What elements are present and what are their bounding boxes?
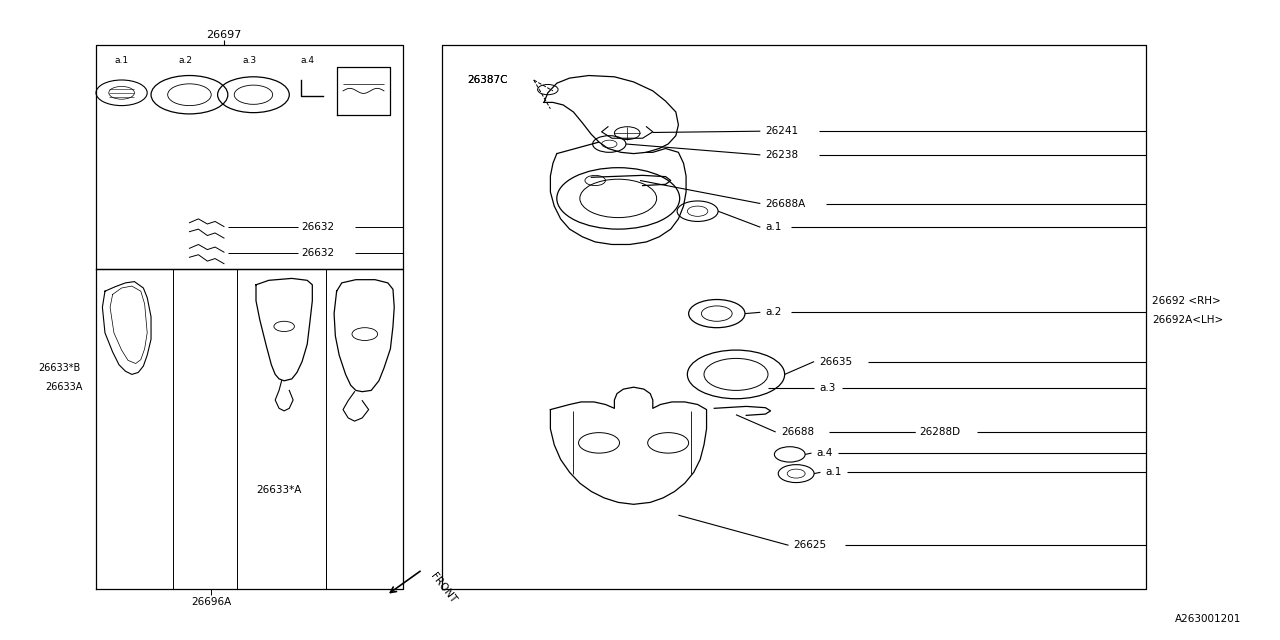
- Text: 26635: 26635: [819, 356, 852, 367]
- Text: A263001201: A263001201: [1175, 614, 1242, 624]
- Text: 26387C: 26387C: [467, 75, 508, 85]
- Text: 26632: 26632: [301, 248, 334, 258]
- Text: a.1: a.1: [826, 467, 842, 477]
- Text: a.3: a.3: [242, 56, 257, 65]
- Text: a.4: a.4: [817, 448, 833, 458]
- Text: 26697: 26697: [206, 30, 242, 40]
- Text: a.3: a.3: [819, 383, 836, 394]
- Text: 26688: 26688: [781, 427, 814, 437]
- Text: a.2: a.2: [765, 307, 782, 317]
- Text: 26387C: 26387C: [467, 75, 508, 85]
- Text: 26688A: 26688A: [765, 198, 805, 209]
- Text: 26696A: 26696A: [191, 596, 232, 607]
- Text: a.1: a.1: [114, 56, 129, 65]
- Text: FRONT: FRONT: [429, 571, 458, 605]
- Text: 26633A: 26633A: [45, 382, 82, 392]
- Text: 26632: 26632: [301, 222, 334, 232]
- Text: 26238: 26238: [765, 150, 799, 160]
- Text: 26692 <RH>: 26692 <RH>: [1152, 296, 1221, 306]
- Text: 26633*A: 26633*A: [256, 484, 301, 495]
- Text: a.4: a.4: [301, 56, 314, 65]
- Text: 26633*B: 26633*B: [38, 363, 81, 373]
- Text: a.1: a.1: [765, 222, 782, 232]
- Text: 26288D: 26288D: [919, 427, 960, 437]
- Text: 26625: 26625: [794, 540, 827, 550]
- Text: 26241: 26241: [765, 126, 799, 136]
- Text: a.2: a.2: [179, 56, 192, 65]
- Text: 26692A<LH>: 26692A<LH>: [1152, 315, 1224, 325]
